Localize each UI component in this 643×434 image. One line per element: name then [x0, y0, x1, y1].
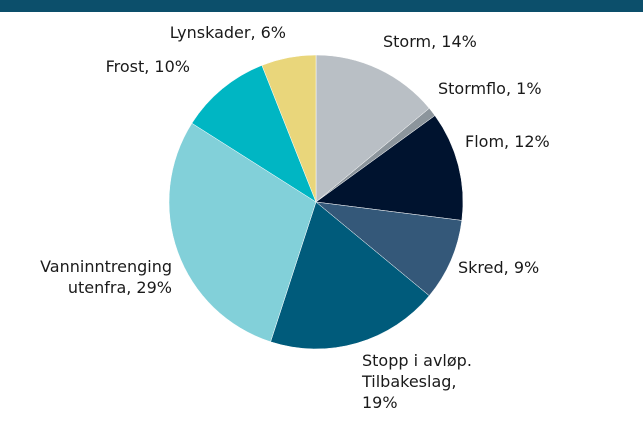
pie-slice [315, 54, 430, 203]
slice-label: Tilbakeslag, [361, 372, 457, 391]
slice-label: Stopp i avløp. [362, 351, 472, 370]
pie-slice [315, 115, 464, 221]
pie-slice [270, 201, 430, 350]
slice-label: Stormflo, 1% [438, 79, 542, 98]
pie-slice [315, 201, 463, 297]
slice-label: Skred, 9% [458, 258, 539, 277]
pie-slice [191, 64, 317, 203]
slice-label: Storm, 14% [383, 32, 477, 51]
slice-label: 19% [362, 393, 398, 412]
pie-slice [168, 122, 317, 343]
pie-slice [261, 54, 317, 203]
slice-label: Frost, 10% [106, 57, 190, 76]
header-bar [0, 0, 643, 12]
slice-label: utenfra, 29% [68, 278, 172, 297]
slice-label: Flom, 12% [465, 132, 550, 151]
slice-label: Vanninntrenging [40, 257, 172, 276]
slice-label: Lynskader, 6% [170, 23, 286, 42]
